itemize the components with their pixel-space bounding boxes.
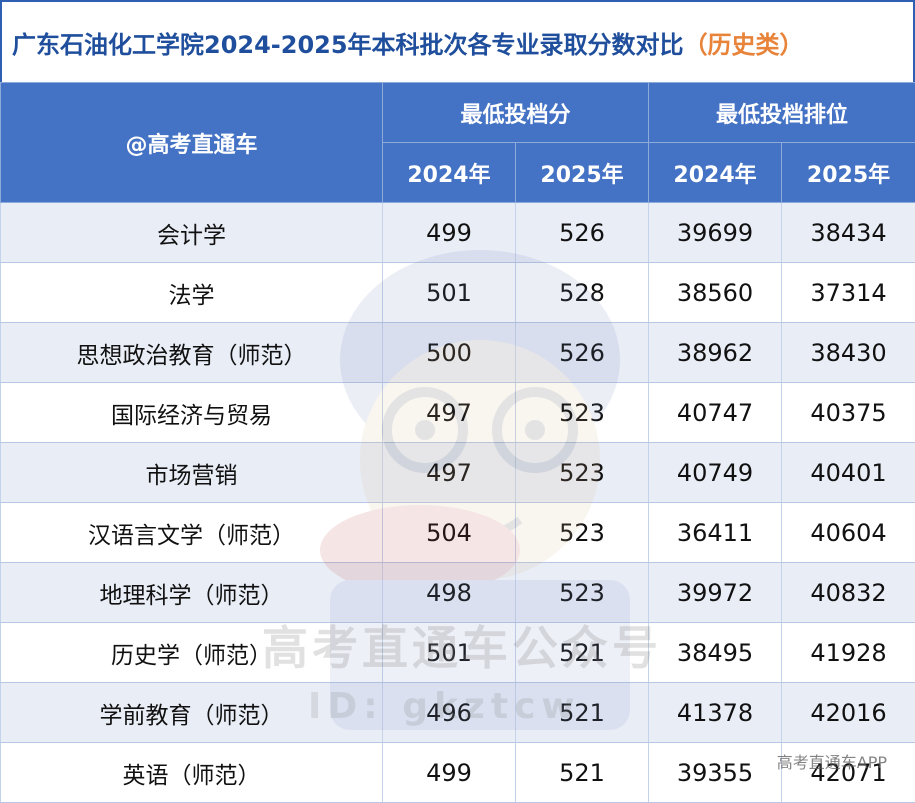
rank-cell: 38430 [782, 323, 915, 383]
score-cell: 501 [383, 263, 516, 323]
year-header: 2025年 [782, 143, 915, 203]
score-cell: 528 [516, 263, 649, 323]
min-rank-header: 最低投档排位 [649, 83, 915, 143]
score-cell: 498 [383, 563, 516, 623]
score-cell: 523 [516, 443, 649, 503]
score-cell: 526 [516, 323, 649, 383]
score-cell: 504 [383, 503, 516, 563]
score-cell: 497 [383, 383, 516, 443]
score-cell: 500 [383, 323, 516, 383]
year-header: 2024年 [383, 143, 516, 203]
score-table: @高考直通车 最低投档分 最低投档排位 2024年 2025年 2024年 20… [0, 82, 915, 803]
rank-cell: 38962 [649, 323, 782, 383]
rank-cell: 42016 [782, 683, 915, 743]
score-cell: 523 [516, 563, 649, 623]
score-cell: 521 [516, 623, 649, 683]
score-cell: 521 [516, 683, 649, 743]
major-cell: 会计学 [1, 203, 383, 263]
major-cell: 市场营销 [1, 443, 383, 503]
rank-cell: 40832 [782, 563, 915, 623]
score-cell: 521 [516, 743, 649, 803]
score-cell: 499 [383, 203, 516, 263]
score-cell: 497 [383, 443, 516, 503]
rank-cell: 37314 [782, 263, 915, 323]
major-cell: 历史学（师范） [1, 623, 383, 683]
rank-cell: 40604 [782, 503, 915, 563]
rank-cell: 40747 [649, 383, 782, 443]
score-cell: 499 [383, 743, 516, 803]
rank-cell: 39972 [649, 563, 782, 623]
title-category: （历史类） [684, 25, 804, 60]
rank-cell: 36411 [649, 503, 782, 563]
major-cell: 地理科学（师范） [1, 563, 383, 623]
score-cell: 526 [516, 203, 649, 263]
rank-cell: 40749 [649, 443, 782, 503]
source-header: @高考直通车 [1, 83, 383, 203]
rank-cell: 38560 [649, 263, 782, 323]
year-header: 2025年 [516, 143, 649, 203]
score-cell: 496 [383, 683, 516, 743]
rank-cell: 41378 [649, 683, 782, 743]
year-header: 2024年 [649, 143, 782, 203]
app-watermark: 高考直通车APP [777, 749, 887, 773]
rank-cell: 40401 [782, 443, 915, 503]
major-cell: 英语（师范） [1, 743, 383, 803]
score-cell: 523 [516, 503, 649, 563]
major-cell: 汉语言文学（师范） [1, 503, 383, 563]
score-cell: 501 [383, 623, 516, 683]
major-cell: 国际经济与贸易 [1, 383, 383, 443]
min-score-header: 最低投档分 [383, 83, 649, 143]
major-cell: 法学 [1, 263, 383, 323]
rank-cell: 41928 [782, 623, 915, 683]
rank-cell: 40375 [782, 383, 915, 443]
rank-cell: 38434 [782, 203, 915, 263]
page-title: 广东石油化工学院2024-2025年本科批次各专业录取分数对比（历史类） [0, 0, 915, 82]
major-cell: 思想政治教育（师范） [1, 323, 383, 383]
rank-cell: 39699 [649, 203, 782, 263]
title-main: 广东石油化工学院2024-2025年本科批次各专业录取分数对比 [12, 25, 684, 60]
rank-cell: 38495 [649, 623, 782, 683]
score-cell: 523 [516, 383, 649, 443]
major-cell: 学前教育（师范） [1, 683, 383, 743]
rank-cell: 39355 [649, 743, 782, 803]
